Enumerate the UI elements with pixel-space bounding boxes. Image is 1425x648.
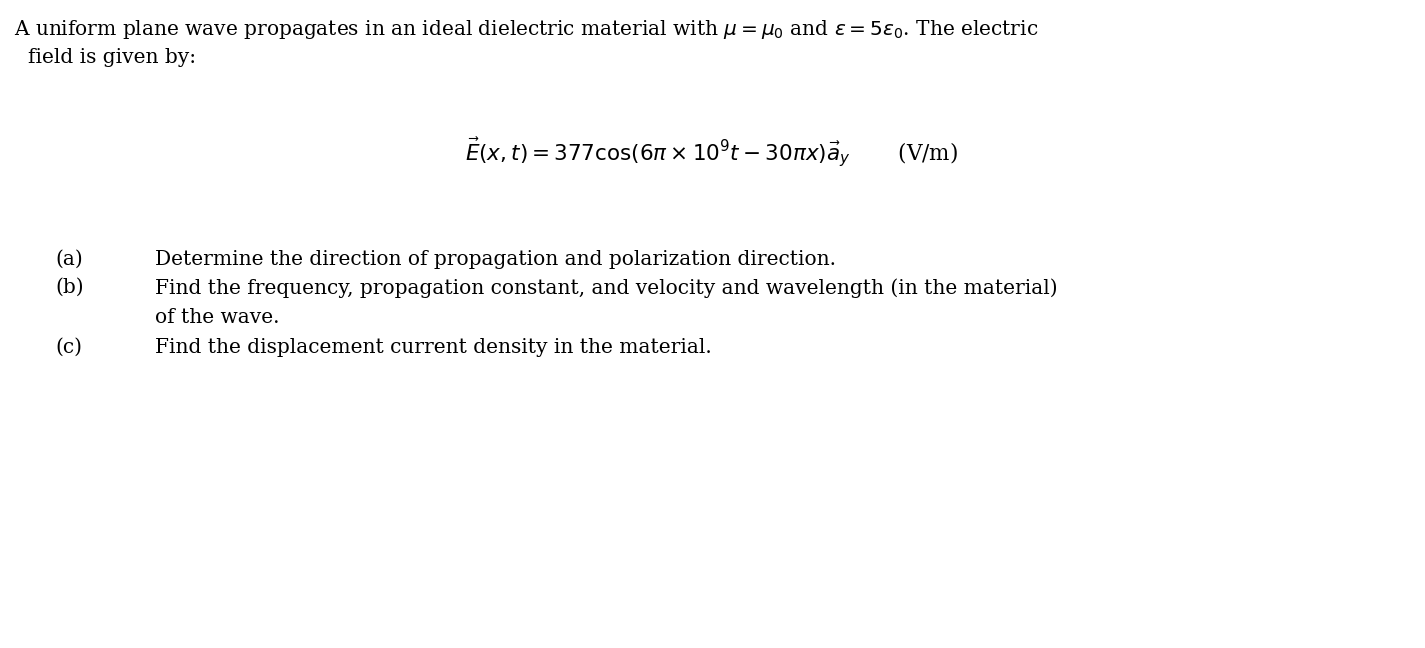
Text: A uniform plane wave propagates in an ideal dielectric material with $\mu=\mu_0$: A uniform plane wave propagates in an id…	[14, 18, 1039, 41]
Text: field is given by:: field is given by:	[28, 48, 197, 67]
Text: Determine the direction of propagation and polarization direction.: Determine the direction of propagation a…	[155, 250, 836, 269]
Text: (a): (a)	[56, 250, 83, 269]
Text: $\vec{E}(x,t) = 377\cos(6\pi\times10^9 t - 30\pi x)\vec{a}_y \qquad$ (V/m): $\vec{E}(x,t) = 377\cos(6\pi\times10^9 t…	[466, 135, 959, 169]
Text: (b): (b)	[56, 278, 84, 297]
Text: of the wave.: of the wave.	[155, 308, 279, 327]
Text: Find the frequency, propagation constant, and velocity and wavelength (in the ma: Find the frequency, propagation constant…	[155, 278, 1057, 297]
Text: Find the displacement current density in the material.: Find the displacement current density in…	[155, 338, 711, 357]
Text: (c): (c)	[56, 338, 83, 357]
